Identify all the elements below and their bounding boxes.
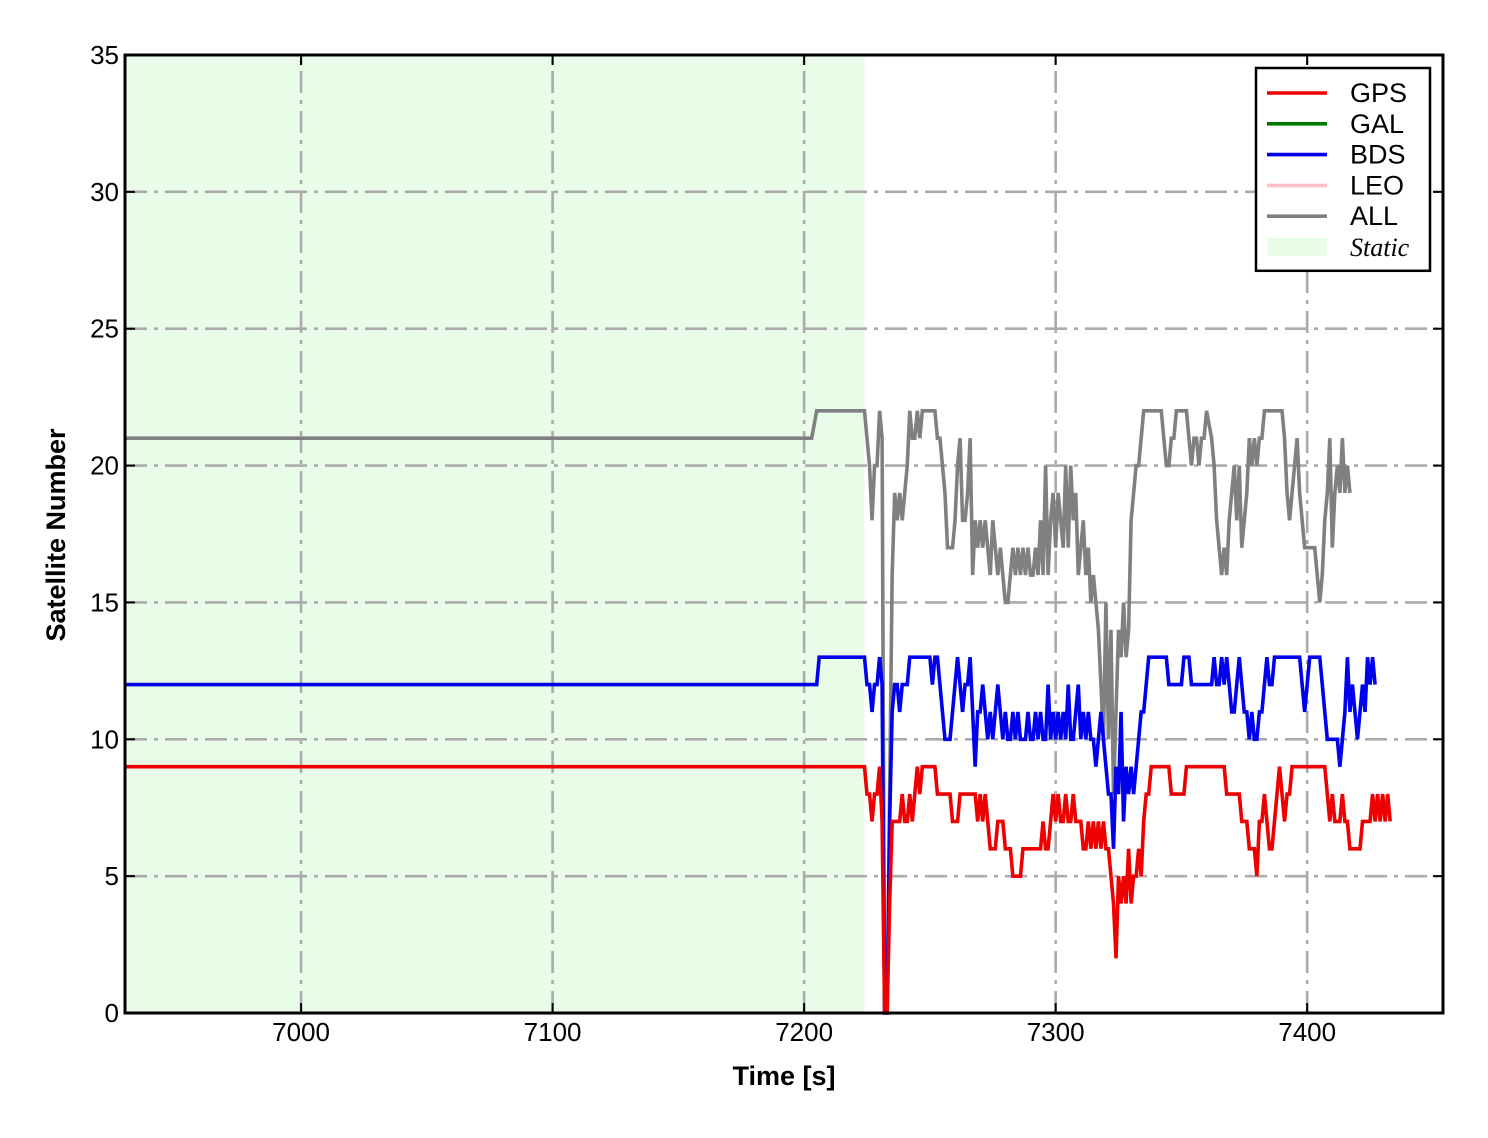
legend-label-static: Static xyxy=(1350,233,1410,262)
static-region xyxy=(125,55,865,1013)
legend-label-bds: BDS xyxy=(1350,140,1406,170)
y-tick-label: 5 xyxy=(105,861,119,891)
legend-label-leo: LEO xyxy=(1350,170,1404,200)
x-tick-label: 7300 xyxy=(1027,1017,1085,1047)
legend-swatch-static xyxy=(1267,238,1327,256)
legend-label-all: ALL xyxy=(1350,201,1398,231)
x-tick-label: 7100 xyxy=(524,1017,582,1047)
legend-label-gal: GAL xyxy=(1350,109,1404,139)
x-tick-label: 7400 xyxy=(1278,1017,1336,1047)
legend-box xyxy=(1254,66,1432,273)
y-tick-label: 15 xyxy=(90,587,119,617)
y-tick-label: 10 xyxy=(90,724,119,754)
y-tick-label: 0 xyxy=(105,998,119,1028)
x-tick-label: 7000 xyxy=(272,1017,330,1047)
x-tick-label: 7200 xyxy=(775,1017,833,1047)
y-tick-label: 30 xyxy=(90,177,119,207)
y-tick-label: 25 xyxy=(90,314,119,344)
series-line-all xyxy=(125,409,1352,1015)
plot-frame xyxy=(123,53,1445,1015)
y-tick-label: 35 xyxy=(90,40,119,70)
series-line-bds xyxy=(125,655,1377,1015)
y-axis-label: Satellite Number xyxy=(41,428,71,642)
series-line-gps xyxy=(125,764,1392,1015)
x-axis-label: Time [s] xyxy=(732,1061,835,1091)
legend-label-gps: GPS xyxy=(1350,78,1407,108)
y-tick-label: 20 xyxy=(90,451,119,481)
